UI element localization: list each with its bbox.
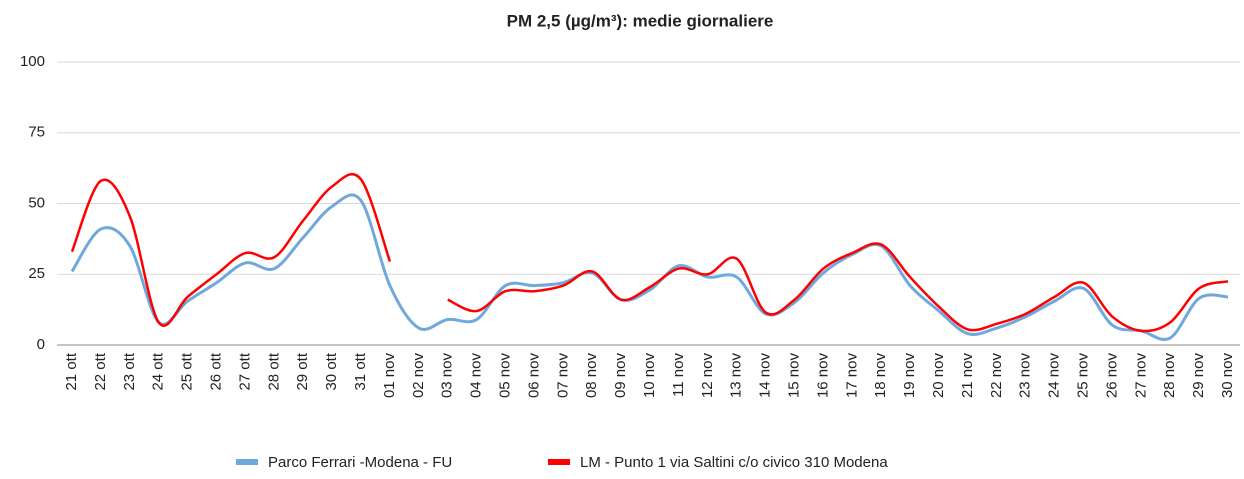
- x-tick-label: 03 nov: [439, 353, 456, 399]
- x-tick-label: 16 nov: [814, 353, 831, 399]
- x-tick-label: 21 nov: [959, 353, 976, 399]
- x-tick-label: 18 nov: [872, 353, 889, 399]
- x-tick-label: 29 nov: [1190, 353, 1207, 399]
- x-tick-label: 30 nov: [1219, 353, 1236, 399]
- x-tick-label: 23 nov: [1017, 353, 1034, 399]
- x-tick-label: 28 nov: [1161, 353, 1178, 399]
- x-tick-label: 25 nov: [1074, 353, 1091, 399]
- x-tick-label: 27 ott: [236, 352, 253, 390]
- x-tick-label: 22 nov: [988, 353, 1005, 399]
- chart-title: PM 2,5 (µg/m³): medie giornaliere: [507, 11, 774, 30]
- legend-label: LM - Punto 1 via Saltini c/o civico 310 …: [580, 454, 888, 471]
- x-tick-label: 04 nov: [468, 353, 485, 399]
- legend-swatch: [236, 459, 258, 465]
- x-tick-label: 24 ott: [150, 352, 167, 390]
- x-tick-label: 13 nov: [728, 353, 745, 399]
- x-tick-label: 08 nov: [583, 353, 600, 399]
- x-tick-label: 24 nov: [1046, 353, 1063, 399]
- x-tick-label: 26 ott: [207, 352, 224, 390]
- x-tick-label: 14 nov: [757, 353, 774, 399]
- x-tick-label: 29 ott: [294, 352, 311, 390]
- legend-label: Parco Ferrari -Modena - FU: [268, 454, 452, 471]
- y-tick-label: 0: [37, 336, 45, 353]
- x-tick-label: 01 nov: [381, 353, 398, 399]
- x-tick-label: 26 nov: [1103, 353, 1120, 399]
- series-line: [70, 193, 1229, 341]
- x-tick-label: 31 ott: [352, 352, 369, 390]
- x-tick-label: 05 nov: [496, 353, 513, 399]
- x-tick-label: 09 nov: [612, 353, 629, 399]
- x-tick-label: 25 ott: [179, 352, 196, 390]
- x-tick-label: 19 nov: [901, 353, 918, 399]
- y-tick-label: 100: [20, 53, 45, 70]
- x-tick-label: 11 nov: [670, 353, 687, 397]
- x-tick-label: 28 ott: [265, 352, 282, 390]
- x-tick-label: 20 nov: [930, 353, 947, 399]
- y-tick-label: 75: [28, 124, 45, 141]
- y-tick-label: 50: [28, 194, 45, 211]
- x-tick-label: 12 nov: [699, 353, 716, 399]
- legend-swatch: [548, 459, 570, 465]
- x-tick-label: 02 nov: [410, 353, 427, 399]
- x-tick-label: 23 ott: [121, 352, 138, 390]
- x-tick-label: 15 nov: [785, 353, 802, 399]
- series-line: [70, 173, 1229, 333]
- x-tick-label: 21 ott: [63, 352, 80, 390]
- x-tick-label: 07 nov: [554, 353, 571, 399]
- x-tick-label: 10 nov: [641, 353, 658, 399]
- x-tick-label: 06 nov: [525, 353, 542, 399]
- x-tick-label: 22 ott: [92, 352, 109, 390]
- x-tick-label: 27 nov: [1132, 353, 1149, 399]
- x-tick-label: 30 ott: [323, 352, 340, 390]
- x-tick-label: 17 nov: [843, 353, 860, 399]
- y-tick-label: 25: [28, 265, 45, 282]
